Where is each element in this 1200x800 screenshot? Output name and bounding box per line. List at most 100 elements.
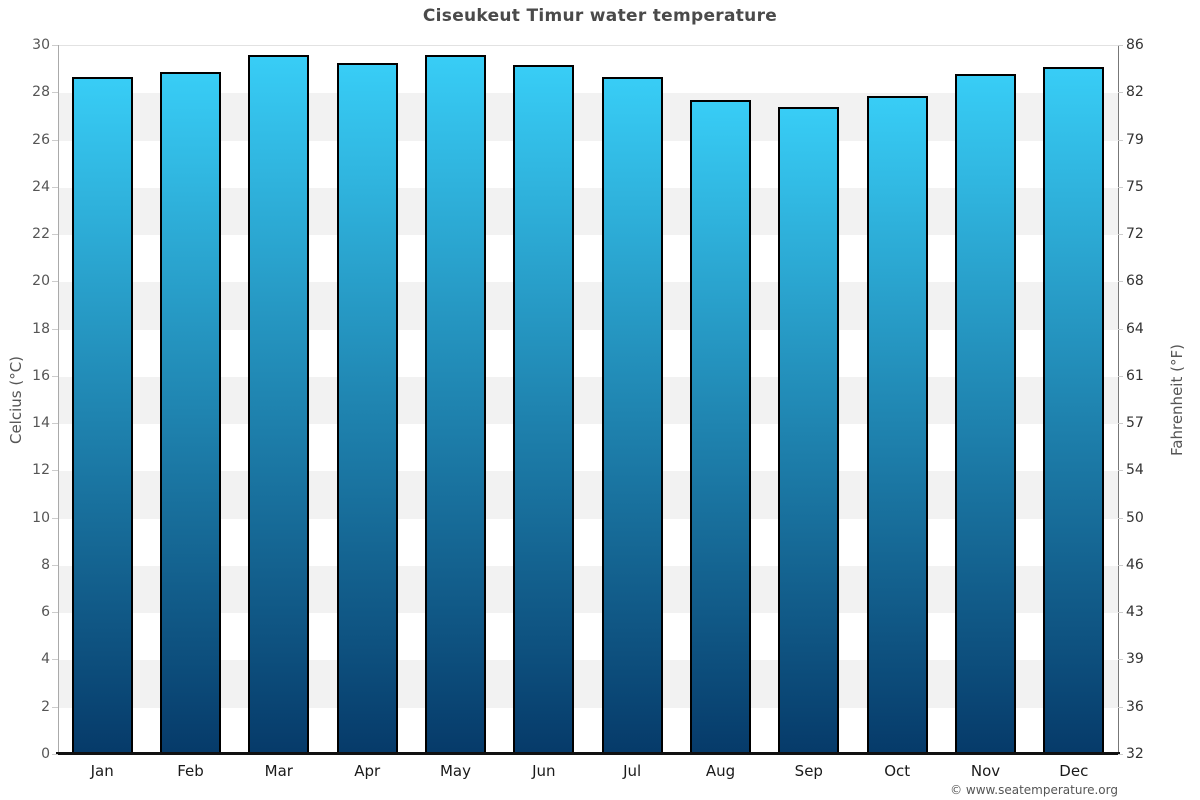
y-axis-line-right [1118,45,1119,754]
y-tick-fahrenheit-32: 32 [1126,746,1144,762]
y-tick-celsius-4: 4 [41,651,50,668]
bar-aug[interactable] [689,100,751,755]
y-tick-celsius-18: 18 [32,320,50,337]
y-tick-fahrenheit-82: 82 [1126,84,1144,101]
y-tick-mark-left [52,564,58,566]
x-axis-baseline [56,752,1120,755]
y-tick-celsius-30: 30 [32,37,50,53]
x-tick-jun: Jun [532,762,556,780]
y-tick-mark-left [52,234,58,236]
y-tick-mark-left [52,706,58,708]
bar-jul[interactable] [601,76,663,755]
y-tick-mark-left [52,375,58,377]
y-tick-mark-right [1118,564,1123,566]
plot-area [58,45,1118,755]
y-tick-fahrenheit-72: 72 [1126,226,1144,243]
grid-band [58,660,1118,708]
y-tick-mark-right [1118,45,1123,46]
bar-jan[interactable] [71,76,133,755]
bar-may[interactable] [424,55,486,755]
y-tick-mark-left [52,92,58,94]
y-tick-celsius-22: 22 [32,226,50,243]
bar-nov[interactable] [954,74,1016,755]
bar-slot-aug [676,46,764,755]
y-tick-fahrenheit-46: 46 [1126,556,1144,573]
y-tick-celsius-2: 2 [41,698,50,715]
bar-slot-feb [146,46,234,755]
bar-slot-oct [853,46,941,755]
bar-slot-apr [323,46,411,755]
y-tick-celsius-16: 16 [32,367,50,384]
y-tick-celsius-6: 6 [41,604,50,621]
y-tick-mark-right [1118,328,1123,330]
grid-band [58,93,1118,141]
grid-band [58,46,1118,94]
grid-band [58,187,1118,236]
y-tick-mark-left [52,45,58,46]
bar-slot-may [411,46,499,755]
y-tick-celsius-24: 24 [32,178,50,195]
y-tick-fahrenheit-36: 36 [1126,698,1144,715]
y-tick-mark-right [1118,234,1123,236]
bar-mar[interactable] [248,55,310,755]
x-tick-oct: Oct [884,762,911,780]
y-tick-mark-right [1118,281,1123,283]
y-tick-mark-right [1118,423,1123,425]
x-tick-nov: Nov [970,762,1001,780]
y-tick-fahrenheit-43: 43 [1126,604,1144,621]
chart-title: Ciseukeut Timur water temperature [422,6,778,26]
bar-oct[interactable] [866,95,928,755]
y-axis-line-left [58,45,59,754]
y-tick-mark-left [52,470,58,472]
x-tick-apr: Apr [354,762,381,780]
y-tick-celsius-26: 26 [32,131,50,148]
bar-feb[interactable] [159,72,221,755]
grid-band [58,329,1118,377]
bar-slot-jan [58,46,146,755]
y-tick-fahrenheit-57: 57 [1126,415,1144,432]
grid-band [58,565,1118,614]
y-tick-celsius-10: 10 [32,509,50,526]
y-tick-celsius-14: 14 [32,415,50,432]
y-tick-fahrenheit-64: 64 [1126,320,1144,337]
y-tick-celsius-28: 28 [32,84,50,101]
grid-band [58,471,1118,519]
y-tick-mark-right [1118,470,1123,472]
copyright-link[interactable]: © www.seatemperature.org [950,783,1118,797]
y-tick-mark-right [1118,139,1123,141]
grid-band [58,518,1118,566]
bar-slot-mar [235,46,323,755]
y-tick-mark-right [1118,186,1123,188]
y-tick-mark-left [52,423,58,425]
y-axis-title-celsius: Celcius (°C) [7,355,25,445]
y-tick-fahrenheit-79: 79 [1126,131,1144,148]
y-tick-mark-left [52,517,58,519]
x-tick-aug: Aug [705,762,736,780]
bar-sep[interactable] [778,107,840,755]
y-tick-fahrenheit-54: 54 [1126,462,1144,479]
y-tick-mark-right [1118,92,1123,94]
y-tick-mark-left [52,754,58,755]
bar-jun[interactable] [513,64,575,755]
x-tick-sep: Sep [794,762,823,780]
bar-apr[interactable] [336,62,398,755]
y-tick-mark-left [52,281,58,283]
y-tick-mark-right [1118,375,1123,377]
grid-band [58,613,1118,661]
grid-band [58,282,1118,330]
bars-group [58,46,1118,755]
bar-dec[interactable] [1043,67,1105,755]
y-tick-fahrenheit-50: 50 [1126,509,1144,526]
y-tick-celsius-0: 0 [41,746,50,762]
y-tick-fahrenheit-86: 86 [1126,37,1144,53]
x-tick-mar: Mar [264,762,293,780]
y-tick-mark-right [1118,517,1123,519]
y-tick-celsius-8: 8 [41,556,50,573]
y-tick-mark-right [1118,754,1123,755]
y-tick-fahrenheit-68: 68 [1126,273,1144,290]
y-tick-mark-left [52,139,58,141]
x-tick-dec: Dec [1059,762,1089,780]
y-tick-mark-left [52,328,58,330]
y-tick-fahrenheit-61: 61 [1126,367,1144,384]
